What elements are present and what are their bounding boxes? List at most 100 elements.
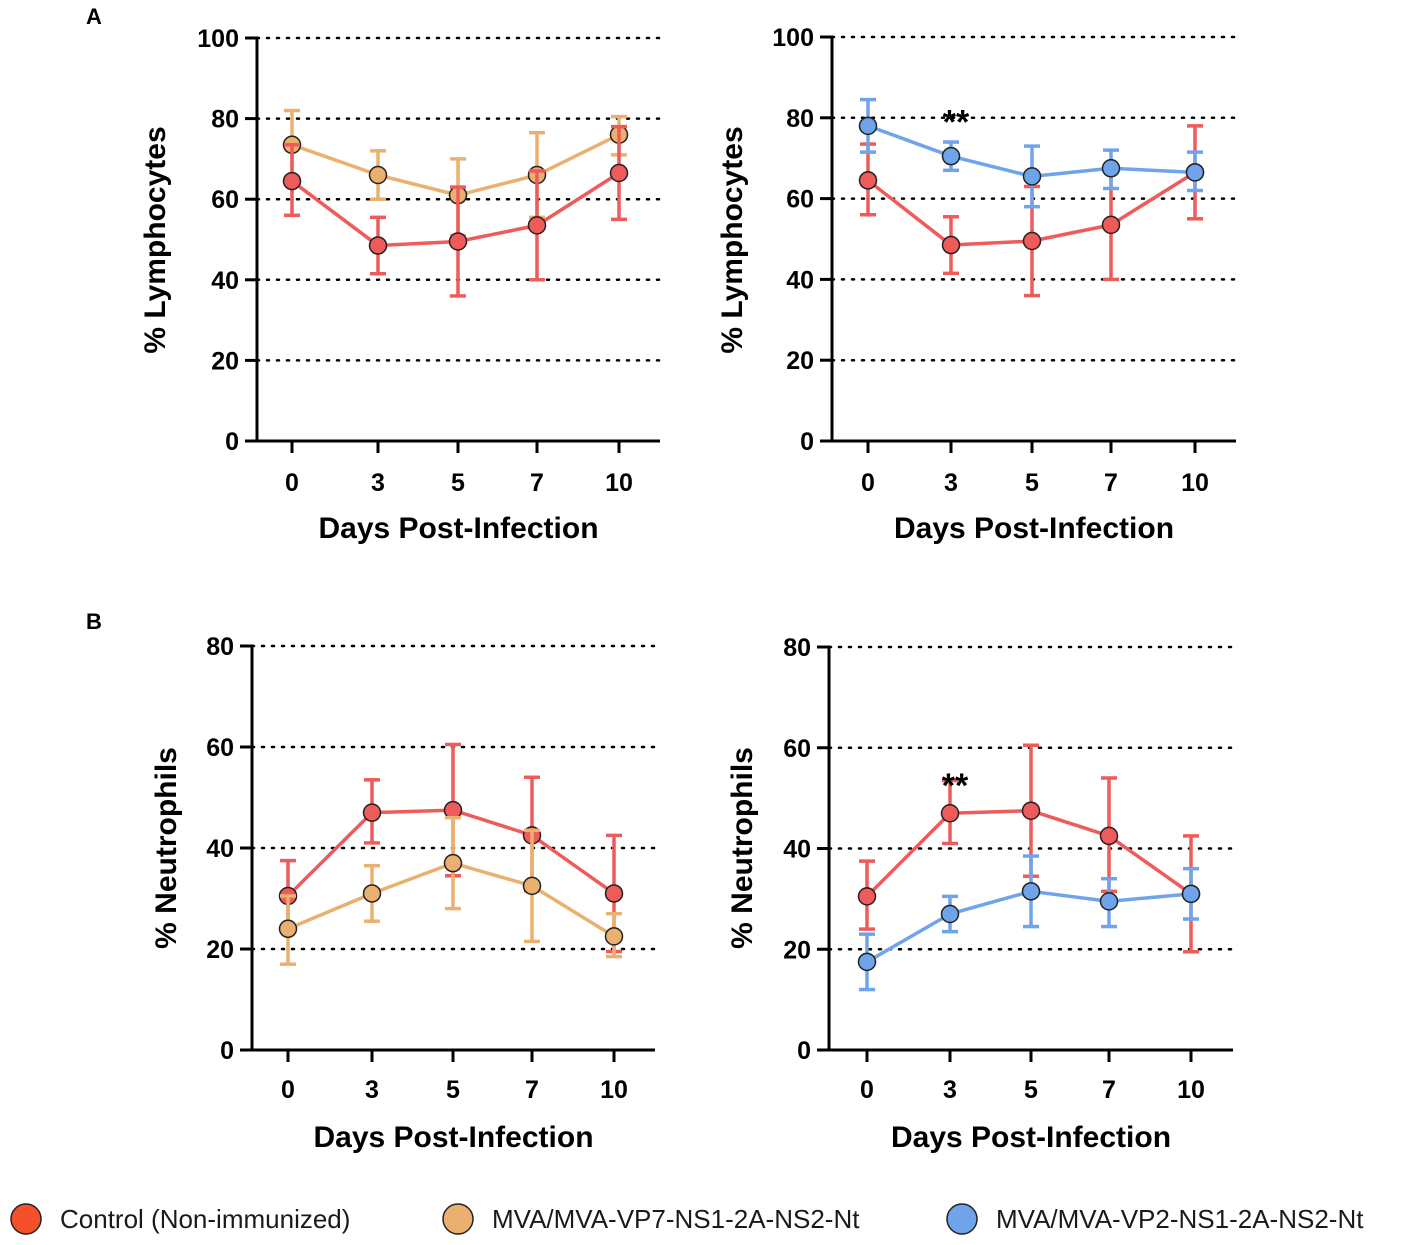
data-point bbox=[362, 803, 382, 822]
x-tick-label: 3 bbox=[943, 1076, 957, 1104]
y-axis-title: % Lymphocytes bbox=[139, 126, 172, 353]
legend-item: MVA/MVA-VP2-NS1-2A-NS2-Nt bbox=[946, 1203, 1364, 1235]
y-tick-label: 0 bbox=[797, 1037, 811, 1065]
x-tick-label: 0 bbox=[860, 1076, 874, 1104]
circle-marker-icon bbox=[946, 1203, 978, 1235]
x-axis-title: Days Post-Infection bbox=[313, 1121, 593, 1154]
x-tick-label: 7 bbox=[530, 469, 544, 497]
panel-label-a: A bbox=[86, 4, 102, 29]
data-point bbox=[368, 165, 388, 185]
series-2 bbox=[857, 854, 1201, 992]
x-tick-label: 5 bbox=[451, 469, 465, 497]
data-point bbox=[941, 235, 961, 255]
series-2 bbox=[282, 124, 629, 298]
data-point bbox=[604, 927, 624, 946]
data-point bbox=[362, 884, 382, 903]
data-point bbox=[1021, 801, 1041, 820]
data-point bbox=[604, 884, 624, 903]
legend-label: MVA/MVA-VP7-NS1-2A-NS2-Nt bbox=[492, 1204, 860, 1234]
significance-annotation: ** bbox=[942, 767, 969, 805]
x-tick-label: 0 bbox=[281, 1076, 295, 1104]
data-point bbox=[858, 116, 878, 136]
x-tick-label: 10 bbox=[605, 469, 633, 497]
y-tick-label: 60 bbox=[783, 735, 811, 763]
x-axis-title: Days Post-Infection bbox=[894, 512, 1174, 545]
y-tick-label: 80 bbox=[783, 634, 811, 662]
y-tick-label: 40 bbox=[786, 266, 814, 294]
y-axis-title: % Neutrophils bbox=[150, 747, 183, 949]
series-2 bbox=[858, 97, 1205, 209]
data-point bbox=[1101, 215, 1121, 235]
legend-item: MVA/MVA-VP7-NS1-2A-NS2-Nt bbox=[442, 1203, 860, 1235]
significance-annotation: ** bbox=[943, 104, 970, 142]
data-point bbox=[527, 216, 547, 235]
data-point bbox=[1099, 826, 1119, 846]
y-tick-label: 60 bbox=[786, 186, 814, 214]
x-tick-label: 3 bbox=[365, 1076, 379, 1104]
y-tick-label: 80 bbox=[786, 105, 814, 133]
circle-marker-icon bbox=[442, 1203, 474, 1235]
series-2 bbox=[278, 815, 624, 966]
y-tick-label: 40 bbox=[211, 267, 239, 295]
x-tick-label: 3 bbox=[371, 469, 385, 497]
y-tick-label: 40 bbox=[206, 835, 234, 863]
data-point bbox=[522, 876, 542, 896]
x-tick-label: 10 bbox=[600, 1076, 628, 1104]
y-tick-label: 0 bbox=[220, 1037, 234, 1065]
data-point bbox=[448, 232, 468, 251]
data-point bbox=[1022, 167, 1042, 186]
x-axis-title: Days Post-Infection bbox=[318, 512, 598, 545]
y-tick-label: 20 bbox=[786, 347, 814, 375]
legend: Control (Non-immunized) MVA/MVA-VP7-NS1-2… bbox=[10, 1203, 1364, 1235]
x-tick-label: 5 bbox=[1025, 469, 1039, 497]
data-point bbox=[278, 919, 298, 939]
x-tick-label: 10 bbox=[1177, 1076, 1205, 1104]
data-point bbox=[857, 952, 877, 972]
y-tick-label: 0 bbox=[800, 428, 814, 456]
x-tick-label: 10 bbox=[1181, 469, 1209, 497]
data-point bbox=[1021, 882, 1041, 901]
data-point bbox=[940, 803, 960, 823]
circle-marker-icon bbox=[10, 1203, 42, 1235]
data-point bbox=[609, 163, 629, 183]
x-tick-label: 3 bbox=[944, 469, 958, 497]
data-point bbox=[443, 853, 463, 873]
legend-label: MVA/MVA-VP2-NS1-2A-NS2-Nt bbox=[996, 1204, 1364, 1234]
panel-label-b: B bbox=[86, 609, 102, 634]
data-point bbox=[368, 236, 388, 255]
data-point bbox=[1185, 163, 1205, 182]
y-axis-title: % Neutrophils bbox=[726, 747, 759, 949]
y-tick-label: 20 bbox=[211, 347, 239, 375]
x-tick-label: 7 bbox=[1104, 469, 1118, 497]
x-tick-label: 0 bbox=[285, 469, 299, 497]
data-point bbox=[1022, 231, 1042, 251]
y-tick-label: 60 bbox=[206, 734, 234, 762]
x-axis-title: Days Post-Infection bbox=[891, 1121, 1171, 1154]
data-point bbox=[282, 171, 302, 191]
legend-item: Control (Non-immunized) bbox=[10, 1203, 350, 1235]
series-line bbox=[286, 808, 616, 898]
data-point bbox=[1099, 892, 1119, 911]
y-tick-label: 100 bbox=[772, 24, 814, 52]
y-tick-label: 20 bbox=[206, 936, 234, 964]
x-tick-label: 7 bbox=[1102, 1076, 1116, 1104]
legend-label: Control (Non-immunized) bbox=[60, 1204, 350, 1234]
y-tick-label: 80 bbox=[211, 106, 239, 134]
x-tick-label: 5 bbox=[446, 1076, 460, 1104]
y-tick-label: 0 bbox=[225, 428, 239, 456]
y-tick-label: 20 bbox=[783, 936, 811, 964]
x-tick-label: 0 bbox=[861, 469, 875, 497]
y-tick-label: 100 bbox=[197, 25, 239, 53]
x-tick-label: 5 bbox=[1024, 1076, 1038, 1104]
data-point bbox=[941, 146, 961, 166]
y-tick-label: 40 bbox=[783, 836, 811, 864]
data-point bbox=[857, 887, 877, 906]
y-axis-title: % Lymphocytes bbox=[716, 126, 749, 353]
data-point bbox=[858, 171, 878, 190]
